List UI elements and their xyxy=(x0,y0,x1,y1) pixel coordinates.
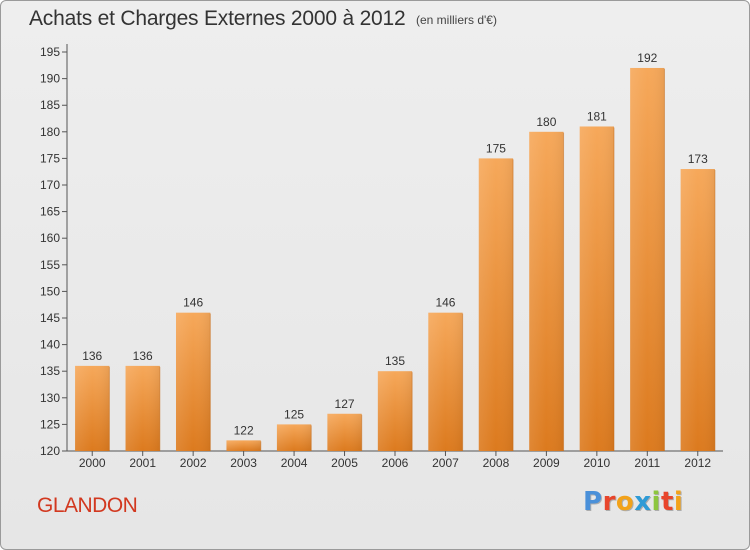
logo-letter: i xyxy=(673,487,684,517)
y-tick-label: 135 xyxy=(40,364,60,378)
bar-shine xyxy=(680,169,715,452)
x-tick-label: 2009 xyxy=(533,456,560,470)
data-label: 192 xyxy=(637,51,657,65)
x-tick-label: 2010 xyxy=(583,456,610,470)
logo-letter: i xyxy=(651,487,661,517)
logo-letter: r xyxy=(602,487,616,517)
bar-2004 xyxy=(276,424,312,451)
y-tick-label: 145 xyxy=(40,311,60,325)
data-label: 127 xyxy=(335,397,355,411)
bar-2009 xyxy=(529,131,565,452)
y-tick-label: 175 xyxy=(40,151,60,165)
x-tick-label: 2011 xyxy=(634,456,660,470)
x-tick-label: 2012 xyxy=(684,456,711,470)
bar-2010 xyxy=(579,126,615,451)
bar-2006 xyxy=(377,371,413,451)
data-label: 146 xyxy=(435,296,455,310)
bar-2003 xyxy=(226,440,262,451)
y-tick-label: 165 xyxy=(40,205,60,219)
x-tick-label: 2002 xyxy=(180,456,207,470)
bar-2005 xyxy=(327,413,363,451)
bar-shine xyxy=(226,440,261,451)
bar-2011 xyxy=(630,67,665,452)
chart-data-labels: 136 136 146 122 125 127 135 146 175 180 181 192 173 xyxy=(82,51,708,437)
data-label: 125 xyxy=(284,407,304,421)
chart-unit-subtitle: (en milliers d'€) xyxy=(416,13,497,27)
bar-2000 xyxy=(75,365,110,451)
bar-2001 xyxy=(125,365,161,451)
y-tick-label: 130 xyxy=(40,391,60,405)
chart-title: Achats et Charges Externes 2000 à 2012 xyxy=(29,7,406,30)
y-tick-label: 140 xyxy=(40,338,60,352)
bar-shine xyxy=(327,413,362,451)
x-tick-label: 2005 xyxy=(331,456,358,470)
data-label: 136 xyxy=(133,349,153,363)
y-tick-label: 190 xyxy=(40,72,60,86)
y-tick-label: 155 xyxy=(40,258,60,272)
y-tick-label: 180 xyxy=(40,125,60,139)
data-label: 180 xyxy=(536,115,556,129)
logo-letter: t xyxy=(660,487,674,517)
bar-shine xyxy=(175,312,211,451)
commune-name: GLANDON xyxy=(37,494,138,517)
y-tick-label: 120 xyxy=(40,444,60,458)
x-tick-label: 2007 xyxy=(432,456,459,470)
bar-shine xyxy=(428,312,463,451)
bar-shine xyxy=(276,424,312,451)
x-tick-label: 2004 xyxy=(281,456,308,470)
chart-bars xyxy=(75,67,716,452)
data-label: 146 xyxy=(183,296,203,310)
bar-2012 xyxy=(680,169,716,452)
bar-shine xyxy=(75,365,110,451)
x-tick-label: 2008 xyxy=(483,456,510,470)
y-tick-label: 160 xyxy=(40,231,60,245)
y-tick-label: 125 xyxy=(40,417,60,431)
bar-2007 xyxy=(428,312,464,451)
x-tick-label: 2000 xyxy=(79,456,106,470)
data-label: 173 xyxy=(688,152,708,166)
bar-2008 xyxy=(478,158,514,451)
data-label: 122 xyxy=(234,423,254,437)
y-tick-label: 185 xyxy=(40,98,60,112)
logo-letter: x xyxy=(634,487,652,517)
bar-shine xyxy=(630,67,665,452)
data-label: 175 xyxy=(486,141,506,155)
bar-shine xyxy=(579,126,615,451)
x-tick-label: 2003 xyxy=(230,456,257,470)
x-tick-label: 2006 xyxy=(382,456,409,470)
bar-shine xyxy=(478,158,514,451)
logo-letter: o xyxy=(615,487,635,517)
y-tick-label: 170 xyxy=(40,178,60,192)
data-label: 136 xyxy=(82,349,102,363)
x-tick-label: 2001 xyxy=(129,456,156,470)
bar-shine xyxy=(125,365,160,451)
data-label: 135 xyxy=(385,354,405,368)
logo-letter: P xyxy=(583,487,603,517)
y-tick-label: 195 xyxy=(40,45,60,59)
bar-2002 xyxy=(175,312,211,451)
bar-shine xyxy=(377,371,413,451)
data-label: 181 xyxy=(587,109,607,123)
proxiti-logo: Proxiti xyxy=(583,487,683,517)
y-tick-label: 150 xyxy=(40,284,60,298)
bar-shine xyxy=(529,131,564,452)
